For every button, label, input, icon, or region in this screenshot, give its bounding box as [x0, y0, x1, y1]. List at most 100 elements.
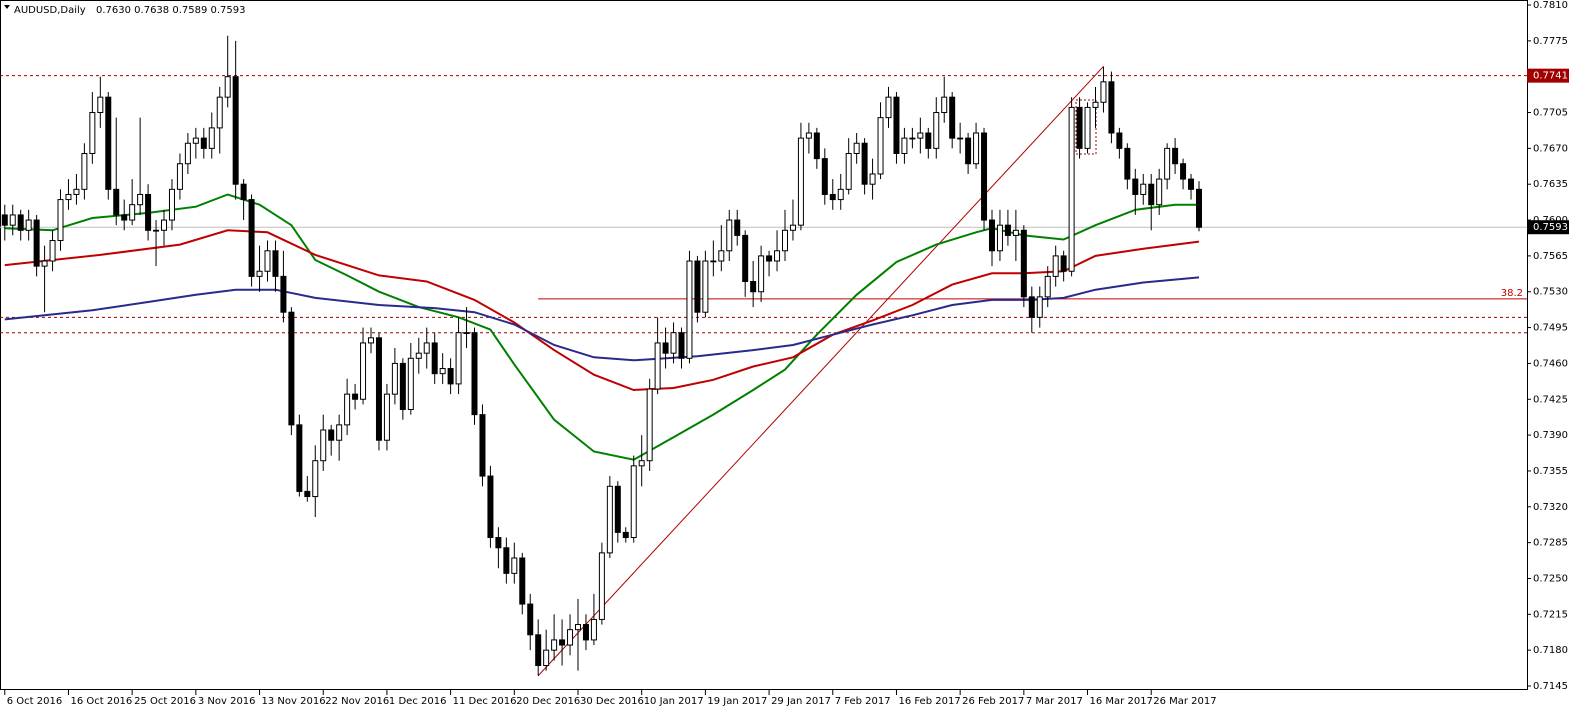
x-tick-label: 7 Mar 2017 — [1026, 696, 1083, 707]
candle-body — [1195, 188, 1202, 228]
candle-body — [1100, 81, 1107, 103]
y-tick-label: 0.7495 — [1533, 323, 1568, 334]
candle-body — [535, 634, 542, 667]
candle-body — [9, 214, 16, 226]
candle-body — [1164, 147, 1171, 180]
candle-body — [368, 337, 375, 344]
x-tick-label: 13 Nov 2016 — [262, 696, 326, 707]
candle-body — [17, 214, 24, 231]
candle-body — [184, 142, 191, 165]
candle-body — [137, 193, 144, 206]
candle-body — [304, 490, 311, 498]
candle-body — [479, 414, 486, 477]
candle-body — [200, 137, 207, 149]
candle-body — [742, 234, 749, 282]
x-tick-label: 10 Jan 2017 — [644, 696, 704, 707]
x-tick-label: 16 Feb 2017 — [898, 696, 960, 707]
candle-body — [415, 352, 422, 359]
candle-body — [296, 424, 303, 492]
candle-body — [1004, 224, 1011, 236]
x-tick-label: 30 Dec 2016 — [580, 696, 644, 707]
candle-body — [447, 368, 454, 385]
candle-body — [248, 199, 255, 277]
candle-body — [1036, 296, 1043, 318]
candle-body — [678, 332, 685, 359]
ohlc-header: 0.7630 0.7638 0.7589 0.7593 — [96, 5, 246, 16]
candle-body — [168, 188, 175, 221]
candle-body — [559, 639, 566, 646]
candle-body — [344, 393, 351, 426]
candle-body — [97, 96, 104, 114]
candle-body — [1052, 255, 1059, 277]
candle-body — [670, 332, 677, 354]
collapse-icon — [4, 5, 10, 9]
candle-body — [734, 219, 741, 236]
candle-body — [845, 152, 852, 190]
candle-body — [65, 193, 72, 201]
y-tick-label: 0.7530 — [1533, 287, 1568, 298]
candle-body — [829, 193, 836, 201]
y-tick-label: 0.7215 — [1533, 609, 1568, 620]
candle-body — [1, 214, 8, 226]
price-tag-label: 0.7593 — [1533, 222, 1568, 233]
candle-body — [336, 424, 343, 441]
candle-body — [774, 250, 781, 262]
candle-body — [1156, 178, 1163, 206]
candle-body — [957, 137, 964, 140]
candle-body — [598, 552, 605, 620]
candle-body — [1028, 296, 1035, 318]
candle-body — [463, 332, 470, 334]
x-tick-label: 11 Dec 2016 — [453, 696, 517, 707]
candle-body — [925, 132, 932, 149]
candle-body — [495, 537, 502, 549]
candle-body — [861, 142, 868, 185]
x-tick-label: 25 Oct 2016 — [134, 696, 196, 707]
candle-body — [726, 219, 733, 252]
candle-body — [622, 531, 629, 539]
candle-body — [519, 557, 526, 605]
x-tick-label: 1 Dec 2016 — [389, 696, 447, 707]
candle-body — [941, 96, 948, 114]
candle-body — [81, 152, 88, 190]
x-tick-label: 22 Nov 2016 — [325, 696, 389, 707]
price-tag — [1527, 220, 1569, 235]
candle-body — [352, 393, 359, 400]
y-tick-label: 0.7425 — [1533, 394, 1568, 405]
candle-body — [312, 460, 319, 498]
candle-body — [718, 250, 725, 262]
candle-body — [360, 342, 367, 400]
candle-body — [33, 219, 40, 267]
candle-body — [272, 250, 279, 277]
x-tick-label: 6 Oct 2016 — [7, 696, 62, 707]
candle-body — [973, 132, 980, 165]
candle-body — [1060, 255, 1067, 272]
candle-body — [49, 240, 56, 262]
y-tick-label: 0.7635 — [1533, 179, 1568, 190]
candle-body — [1188, 178, 1195, 190]
candle-body — [981, 132, 988, 221]
candle-body — [694, 260, 701, 313]
candle-body — [153, 229, 160, 232]
candle-body — [988, 219, 995, 252]
candle-body — [1084, 106, 1091, 149]
candle-body — [1108, 81, 1115, 134]
candle-body — [431, 342, 438, 375]
candle-body — [965, 137, 972, 165]
plot-frame — [0, 0, 1528, 690]
y-tick-label: 0.7320 — [1533, 502, 1568, 513]
candle-body — [105, 96, 112, 190]
candle-body — [121, 214, 128, 221]
resistance-tag-label: 0.7741 — [1533, 71, 1568, 82]
y-tick-label: 0.7705 — [1533, 108, 1568, 119]
candle-body — [606, 485, 613, 554]
candle-body — [758, 255, 765, 293]
candle-body — [503, 547, 510, 574]
candle-body — [1076, 106, 1083, 149]
candle-body — [1068, 106, 1075, 272]
candle-body — [901, 137, 908, 154]
y-tick-label: 0.7775 — [1533, 36, 1568, 47]
candle-body — [288, 311, 295, 426]
candle-body — [551, 639, 558, 651]
candle-body — [145, 193, 152, 231]
selection-box — [1075, 99, 1097, 155]
